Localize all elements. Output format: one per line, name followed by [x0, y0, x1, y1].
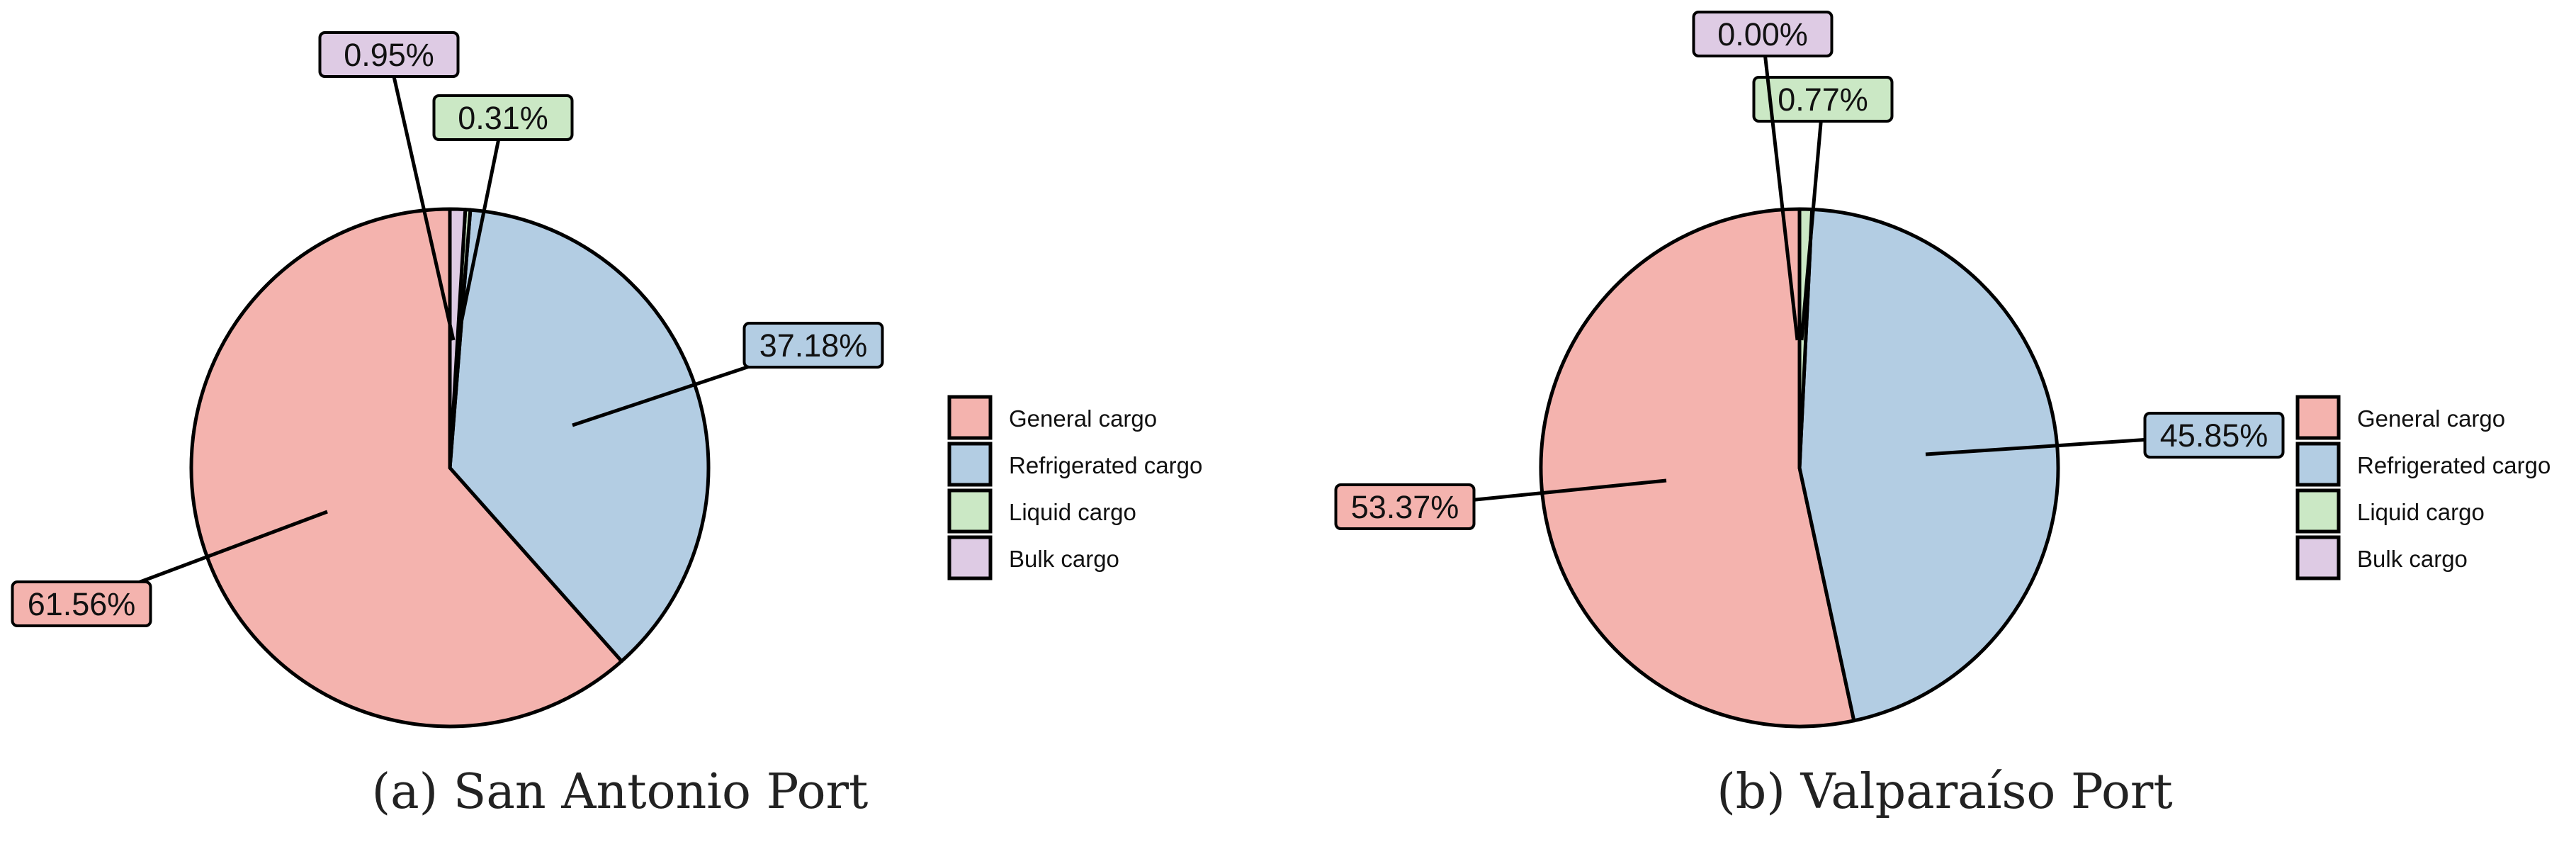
legend-label-refrigerated-cargo: Refrigerated cargo [2357, 452, 2550, 478]
data-label-box [1692, 11, 1834, 57]
legend-label-liquid-cargo: Liquid cargo [1009, 499, 1136, 525]
data-label-box [11, 580, 152, 627]
data-label: 53.37% [1351, 489, 1459, 525]
legend-label-bulk-cargo: Bulk cargo [1009, 546, 1119, 572]
data-label: 0.00% [1717, 16, 1808, 52]
legend-swatch-general-cargo [947, 395, 993, 440]
legend-swatch-refrigerated-cargo [947, 442, 993, 487]
data-label-box [742, 322, 884, 369]
chart-caption: (b) Valparaíso Port [1717, 764, 2172, 820]
data-label-box [1334, 483, 1476, 530]
legend-label-refrigerated-cargo: Refrigerated cargo [1009, 452, 1202, 478]
leader-line [387, 54, 456, 341]
chart-san-antonio: 61.56% 37.18% 0.31% 0.95% General cargo Refri… [11, 31, 1202, 820]
slice-refrigerated-cargo [1797, 207, 2060, 723]
data-label-box [1752, 76, 1894, 123]
data-label: 37.18% [759, 327, 868, 364]
leader-line [1761, 33, 1800, 341]
legend-swatch-liquid-cargo [947, 488, 993, 534]
data-label-box [432, 94, 574, 141]
legend-label-bulk-cargo: Bulk cargo [2357, 546, 2468, 572]
data-label: 61.56% [28, 586, 136, 622]
legend-swatch-bulk-cargo [947, 535, 993, 580]
legend-swatch-general-cargo [2295, 395, 2341, 440]
leader-line [1800, 99, 1825, 341]
slice-general-cargo [189, 207, 623, 729]
legend-label-liquid-cargo: Liquid cargo [2357, 499, 2485, 525]
data-label: 0.77% [1778, 82, 1868, 118]
chart-caption: (a) San Antonio Port [372, 764, 869, 820]
data-label-box [2143, 412, 2285, 459]
legend-label-general-cargo: General cargo [2357, 405, 2505, 432]
legend-swatch-liquid-cargo [2295, 488, 2341, 534]
legend-label-general-cargo: General cargo [1009, 405, 1157, 432]
data-label: 45.85% [2160, 417, 2269, 454]
legend-swatch-refrigerated-cargo [2295, 442, 2341, 487]
legend-swatch-bulk-cargo [2295, 535, 2341, 580]
data-label: 0.31% [458, 100, 548, 136]
data-label: 0.95% [344, 37, 434, 73]
leader-line [457, 117, 505, 334]
chart-valparaiso: 53.37% 45.85% 0.77% 0.00% General cargo Refri… [1334, 11, 2550, 820]
slice-general-cargo [1539, 207, 1856, 729]
data-label-box [318, 31, 460, 78]
slice-bulk-cargo [448, 207, 468, 470]
